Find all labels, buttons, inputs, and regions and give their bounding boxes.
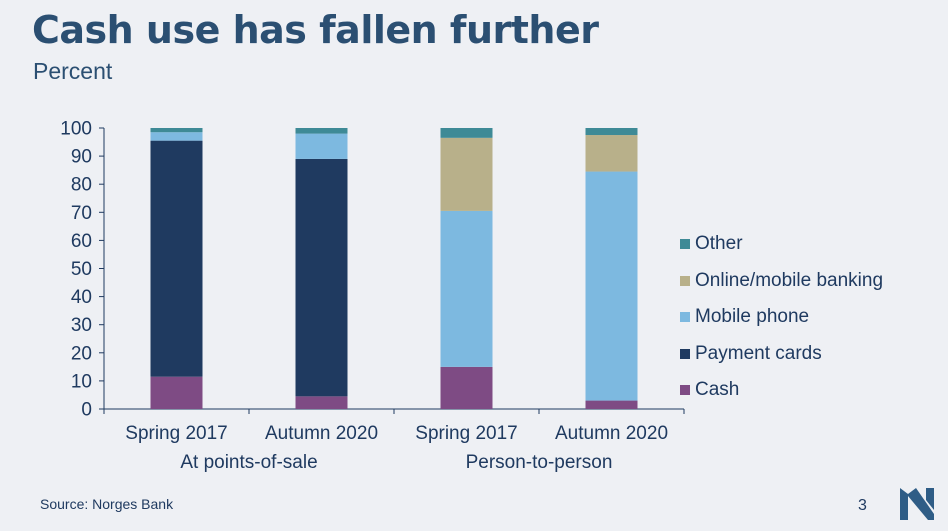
x-category-label: Autumn 2020: [555, 423, 668, 444]
legend-item: Mobile phone: [680, 299, 883, 336]
bar-segment-cash: [585, 400, 638, 409]
legend-swatch: [680, 348, 690, 359]
bar-segment-other: [295, 128, 348, 134]
bar-segment-other: [440, 128, 493, 138]
x-group-label: At points-of-sale: [180, 452, 317, 473]
page-number: 3: [858, 497, 867, 514]
legend-swatch: [680, 385, 690, 396]
bar-segment-cash: [150, 376, 203, 409]
legend-item: Other: [680, 226, 883, 263]
y-tick-label: 30: [71, 315, 92, 336]
chart-legend: Other Online/mobile banking Mobile phone Pa…: [680, 226, 883, 409]
legend-swatch: [680, 312, 690, 323]
bar-segment-online-mobile-banking: [440, 137, 493, 211]
bar-segment-payment-cards: [295, 158, 348, 397]
y-tick-label: 60: [71, 231, 92, 252]
legend-label: Mobile phone: [695, 306, 810, 328]
legend-swatch: [680, 275, 690, 286]
y-tick-label: 40: [71, 287, 92, 308]
legend-label: Online/mobile banking: [695, 269, 884, 291]
bar-segment-cash: [440, 366, 493, 409]
bar-segment-mobile-phone: [585, 171, 638, 401]
y-tick-label: 50: [71, 259, 92, 280]
legend-item: Online/mobile banking: [680, 263, 883, 300]
y-tick-label: 0: [81, 400, 92, 421]
legend-label: Payment cards: [695, 342, 822, 364]
y-tick-label: 100: [60, 119, 92, 140]
bar-segment-mobile-phone: [440, 210, 493, 367]
y-tick-label: 80: [71, 175, 92, 196]
logo-right-stroke: [926, 488, 934, 510]
chart-title: Cash use has fallen further: [32, 8, 599, 52]
y-tick-label: 10: [71, 371, 92, 392]
legend-label: Other: [695, 233, 743, 255]
y-tick-label: 20: [71, 343, 92, 364]
legend-item: Payment cards: [680, 336, 883, 373]
legend-swatch: [680, 239, 690, 250]
bar-segment-online-mobile-banking: [585, 135, 638, 172]
bar-segment-mobile-phone: [295, 133, 348, 159]
legend-item: Cash: [680, 372, 883, 409]
x-category-label: Spring 2017: [415, 423, 517, 444]
y-tick-label: 70: [71, 203, 92, 224]
x-category-label: Spring 2017: [125, 423, 227, 444]
bar-segment-cash: [295, 396, 348, 409]
chart-subtitle: Percent: [33, 58, 113, 84]
logo-left-stroke: [900, 488, 908, 520]
y-tick-label: 90: [71, 147, 92, 168]
bar-segment-payment-cards: [150, 140, 203, 377]
x-category-label: Autumn 2020: [265, 423, 378, 444]
logo-diagonal-stroke: [908, 488, 934, 520]
x-group-label: Person-to-person: [466, 452, 613, 473]
legend-label: Cash: [695, 379, 740, 401]
norges-bank-logo-icon: [900, 488, 934, 520]
source-note: Source: Norges Bank: [40, 496, 174, 512]
bar-segment-other: [585, 128, 638, 136]
bar-segment-other: [150, 128, 203, 133]
bar-segment-mobile-phone: [150, 132, 203, 141]
